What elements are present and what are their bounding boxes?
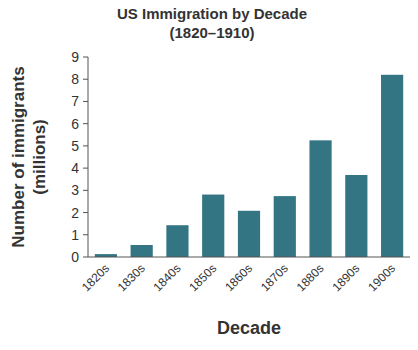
y-tick-label: 5 [71,138,79,154]
bar [202,195,224,257]
bar [381,75,403,257]
y-tick [83,257,88,258]
y-tick [83,212,88,213]
y-tick [83,79,88,80]
title: US Immigration by Decade [117,5,307,22]
bar [345,175,367,257]
x-tick-label: 1880s [294,261,327,294]
chart: US Immigration by Decade (1820–1910) 0 1 2 3 4… [0,0,418,350]
y-tick [83,57,88,58]
y-tick [83,234,88,235]
y-tick [83,101,88,102]
bar [309,140,331,257]
y-tick-label: 0 [71,249,79,265]
y-tick-label: 3 [71,182,79,198]
y-tick-label: 2 [71,205,79,221]
x-tick-label: 1900s [365,261,398,294]
bar [274,196,296,257]
y-axis-label-line: (millions) [30,119,49,195]
y-tick-label: 8 [71,71,79,87]
y-axis-label: Number of immigrants(millions) [9,66,49,247]
bar [238,211,260,257]
x-tick-label: 1890s [329,261,362,294]
y-tick-label: 7 [71,93,79,109]
x-tick-label: 1850s [186,261,219,294]
y-tick-label: 9 [71,49,79,65]
x-tick-label: 1840s [151,261,184,294]
y-tick [83,123,88,124]
x-tick-label: 1820s [79,261,112,294]
x-axis-label: Decade [217,318,281,338]
subtitle: (1820–1910) [169,24,254,41]
bars [95,75,403,257]
y-tick [83,168,88,169]
bar [166,225,188,257]
x-tick-label: 1870s [258,261,291,294]
y-tick [83,190,88,191]
y-tick-label: 4 [71,160,79,176]
x-tick-label: 1860s [222,261,255,294]
x-axis [88,257,410,258]
y-axis [88,57,89,257]
y-tick-label: 6 [71,116,79,132]
y-tick-label: 1 [71,227,79,243]
y-tick [83,145,88,146]
x-tick-label: 1830s [115,261,148,294]
bar [131,245,153,257]
y-axis-label-line: Number of immigrants [9,66,28,247]
